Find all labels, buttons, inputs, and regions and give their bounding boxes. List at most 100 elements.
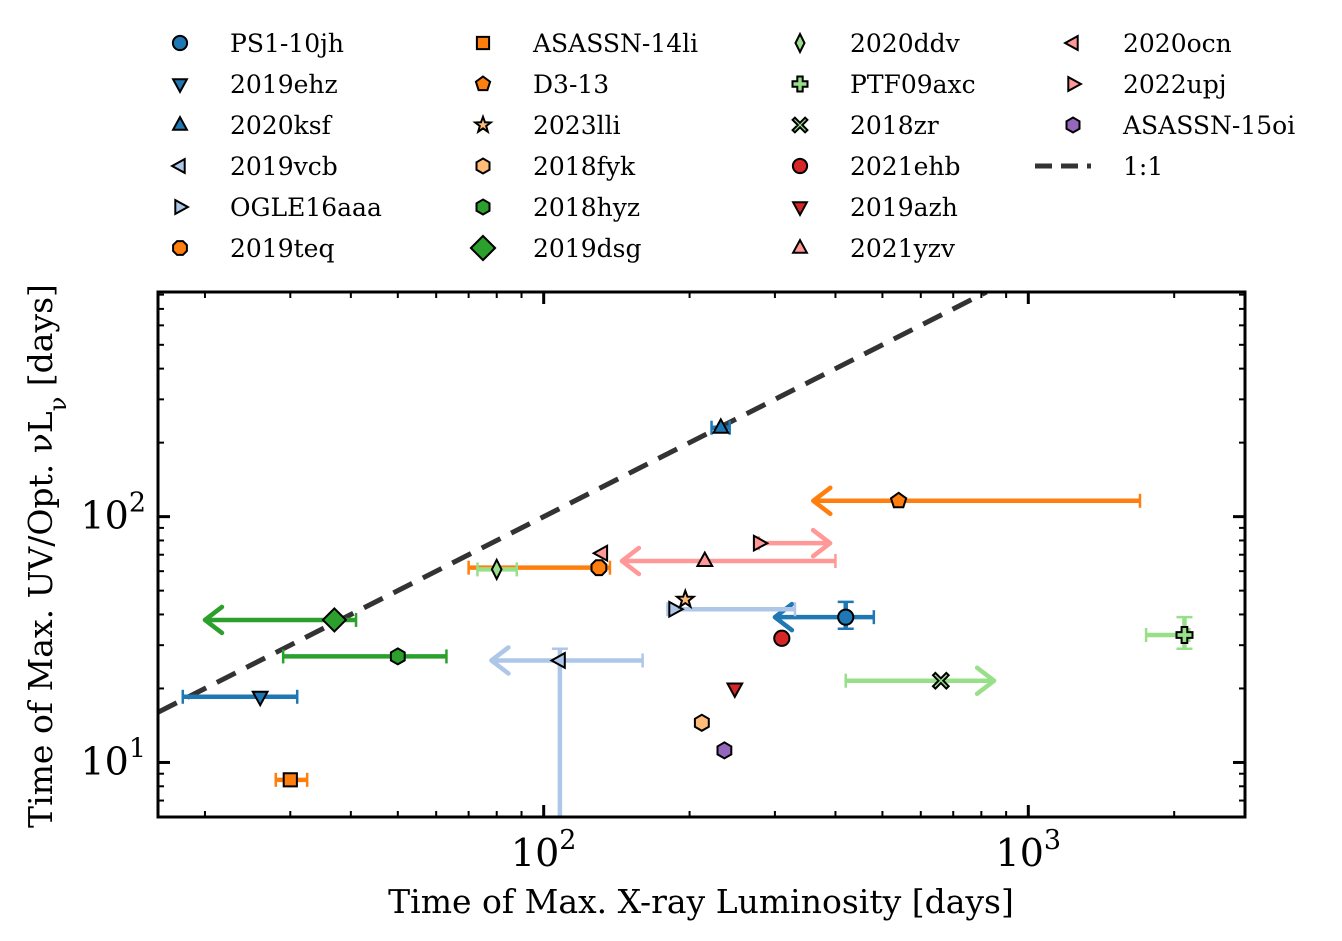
data-point-2021yzv: [695, 550, 714, 567]
legend-item-2019vcb: 2019vcb: [170, 152, 338, 181]
legend-item-ptf09axc: PTF09axc: [791, 70, 976, 99]
legend-item-2020ocn: 2020ocn: [1063, 29, 1232, 58]
legend-marker-2022upj: [1067, 75, 1083, 93]
reference-line-1-1: [158, 292, 988, 715]
y-tick-label-exp: 1: [129, 733, 146, 764]
legend-item-asassn-14li: ASASSN-14li: [475, 29, 698, 58]
legend-label-2020ddv: 2020ddv: [850, 29, 961, 58]
data-point-2020ksf: [711, 417, 730, 434]
legend-item-2019dsg: 2019dsg: [469, 234, 641, 263]
legend-label-2019teq: 2019teq: [230, 234, 334, 263]
y-tick-label-10: 101: [80, 733, 146, 783]
errorbar-ogle16aaa: [666, 602, 797, 617]
legend-item-ogle16aaa: OGLE16aaa: [174, 193, 382, 222]
legend-label-2018hyz: 2018hyz: [533, 193, 640, 222]
legend-marker-2020ocn: [1063, 34, 1079, 52]
legend-marker-2019teq: [172, 240, 188, 256]
legend-item-2023lli: 2023lli: [472, 111, 621, 140]
data-point-2018fyk: [693, 713, 710, 732]
legend-marker-2021ehb: [791, 157, 809, 175]
y-axis-label-main: Time of Max. UV/Opt. νL: [21, 411, 60, 828]
errorbar-2019ehz: [181, 689, 299, 704]
legend-label-asassn-14li: ASASSN-14li: [532, 29, 698, 58]
legend-marker-2018hyz: [475, 198, 491, 216]
xerr-arrow-d3-13: [811, 485, 833, 517]
data-point-ps1-10jh: [837, 608, 855, 626]
xerr-arrow-2021yzv: [619, 545, 642, 577]
legend-label-2019vcb: 2019vcb: [230, 152, 338, 181]
legend-marker-2020ddv: [794, 31, 806, 55]
legend-label-ogle16aaa: OGLE16aaa: [230, 193, 382, 222]
legend-label-2022upj: 2022upj: [1123, 70, 1226, 99]
data-point-2019ehz: [251, 690, 270, 708]
errorbar-d3-13: [811, 485, 1142, 517]
legend-item-2020ksf: 2020ksf: [171, 111, 333, 140]
data-point-2018zr: [931, 671, 951, 691]
legend-label-2019ehz: 2019ehz: [230, 70, 338, 99]
x-tick-label-1000: 103: [996, 825, 1062, 875]
legend-marker-2019dsg: [469, 234, 497, 262]
legend-marker-2020ksf: [171, 115, 189, 131]
legend-label-d3-13: D3-13: [533, 70, 609, 99]
y-tick-label-exp: 2: [129, 488, 146, 519]
data-point-ptf09axc: [1175, 626, 1194, 644]
legend-marker-2019ehz: [171, 78, 189, 94]
legend-item-2021yzv: 2021yzv: [791, 234, 956, 263]
errorbar-ps1-10jh: [772, 600, 876, 633]
xerr-arrow-2019vcb: [489, 645, 511, 676]
legend-label-2021ehb: 2021ehb: [850, 152, 961, 181]
errorbar-2018hyz: [281, 649, 448, 664]
legend-label-2021yzv: 2021yzv: [850, 234, 956, 263]
legend-marker-2018fyk: [475, 157, 491, 175]
xerr-arrow-2019dsg: [202, 604, 225, 636]
legend-item-2019teq: 2019teq: [172, 234, 334, 263]
legend-item-2022upj: 2022upj: [1067, 70, 1226, 99]
axis-ticks: [158, 292, 1245, 818]
data-point-d3-13: [889, 491, 908, 509]
legend-item-2018zr: 2018zr: [791, 111, 939, 140]
x-tick-label-exp: 3: [1044, 825, 1061, 856]
errorbar-2021yzv: [619, 545, 837, 577]
legend-label-2023lli: 2023lli: [533, 111, 621, 140]
errorbar-2019vcb: [489, 645, 644, 817]
legend-marker-ogle16aaa: [174, 198, 190, 216]
legend-label-1-1: 1:1: [1123, 152, 1163, 181]
legend-marker-asassn-15oi: [1065, 116, 1081, 134]
legend-marker-2023lli: [472, 113, 494, 135]
data-point-ogle16aaa: [668, 600, 685, 619]
legend-item-ps1-10jh: PS1-10jh: [171, 29, 344, 58]
legend-marker-2021yzv: [791, 238, 809, 254]
legend-marker-2019vcb: [170, 157, 186, 175]
legend-marker-ps1-10jh: [171, 34, 189, 52]
legend-label-2018fyk: 2018fyk: [533, 152, 636, 181]
tick-labels: 102 103 101 102: [80, 488, 1061, 875]
legend-item-2018hyz: 2018hyz: [475, 193, 640, 222]
data-point-asassn-14li: [282, 772, 298, 788]
legend-marker-asassn-14li: [475, 35, 491, 51]
legend-item-2019azh: 2019azh: [791, 193, 958, 222]
reference-line-group: [158, 292, 988, 715]
data-point-asassn-15oi: [716, 741, 733, 760]
legend-label-ptf09axc: PTF09axc: [850, 70, 976, 99]
legend-label-asassn-15oi: ASASSN-15oi: [1122, 111, 1295, 140]
legend-item-2018fyk: 2018fyk: [475, 152, 636, 181]
x-tick-label-exp: 2: [559, 825, 576, 856]
y-axis-label-sub: ν: [44, 397, 72, 412]
data-point-2019teq: [590, 559, 608, 577]
legend: PS1-10jh 2019ehz 2020ksf 2019vcb OGLE16aaa 20…: [170, 29, 1295, 263]
legend-item-d3-13: D3-13: [474, 70, 609, 99]
data-point-2019azh: [725, 682, 744, 699]
legend-item-2021ehb: 2021ehb: [791, 152, 961, 181]
x-axis-label: Time of Max. X-ray Luminosity [days]: [388, 882, 1014, 921]
y-tick-label-100: 102: [80, 488, 146, 538]
legend-label-2020ksf: 2020ksf: [230, 111, 333, 140]
legend-marker-2018zr: [791, 116, 809, 134]
markers: [251, 417, 1194, 788]
legend-marker-2019azh: [791, 201, 809, 217]
data-point-2019vcb: [549, 651, 566, 670]
legend-item-asassn-15oi: ASASSN-15oi: [1065, 111, 1295, 140]
x-tick-label-100: 102: [511, 825, 577, 875]
data-point-2020ddv: [490, 557, 503, 582]
legend-marker-d3-13: [474, 75, 492, 92]
